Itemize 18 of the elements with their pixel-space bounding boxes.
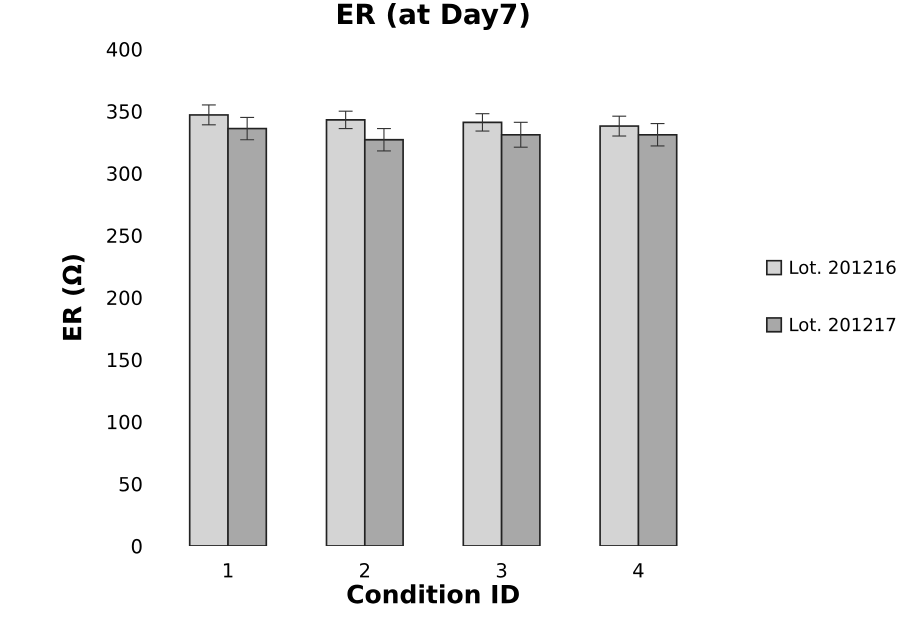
- x-tick-label: 2: [360, 562, 370, 578]
- legend-label: Lot. 201217: [790, 318, 896, 332]
- y-tick-label: 50: [120, 476, 142, 492]
- y-tick-label: 300: [107, 166, 142, 181]
- x-axis-title: Condition ID: [347, 584, 519, 604]
- y-tick-label: 350: [107, 104, 142, 119]
- x-tick-label: 4: [633, 563, 644, 578]
- chart-title: ER (at Day7): [338, 2, 529, 30]
- y-tick-label: 250: [107, 228, 142, 244]
- x-tick-label: 1: [224, 563, 232, 578]
- y-tick-label: 400: [106, 42, 142, 57]
- legend-label: Lot. 201216: [790, 260, 896, 274]
- y-tick-label: 0: [132, 538, 142, 554]
- y-tick-label: 200: [107, 290, 142, 306]
- y-tick-label: 150: [108, 352, 142, 368]
- y-tick-label: 100: [108, 414, 142, 430]
- y-axis-title: ER (Ω): [62, 255, 84, 340]
- x-tick-label: 3: [496, 562, 506, 578]
